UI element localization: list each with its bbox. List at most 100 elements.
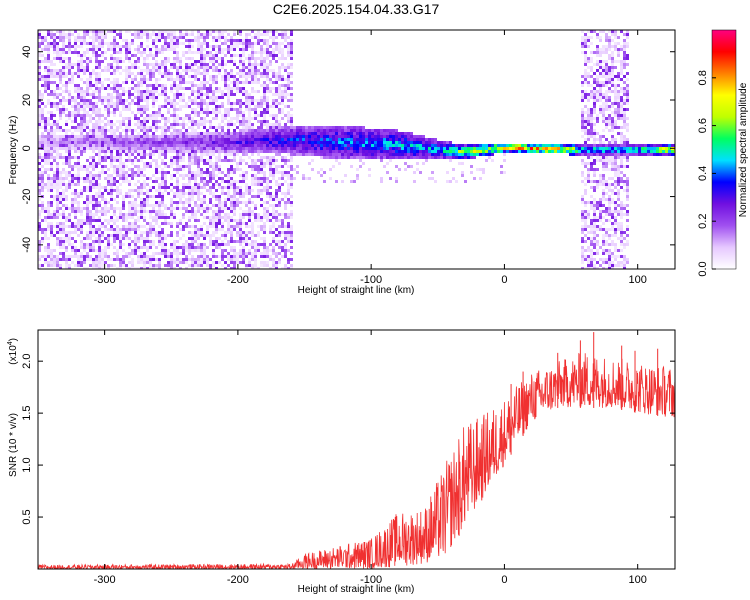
spectrogram-cell xyxy=(311,150,314,153)
spectrogram-cell xyxy=(95,126,98,129)
spectrogram-cell xyxy=(383,138,386,141)
spectrogram-cell xyxy=(176,204,179,207)
spectrogram-cell xyxy=(275,30,278,33)
spectrogram-cell xyxy=(68,243,71,246)
spectrogram-cell xyxy=(257,150,260,153)
spectrogram-cell xyxy=(62,60,65,63)
spectrogram-cell xyxy=(239,33,242,36)
spectrogram-cell xyxy=(248,33,251,36)
spectrogram-cell xyxy=(122,174,125,177)
spectrogram-cell xyxy=(290,99,293,102)
spectrogram-cell xyxy=(254,132,257,135)
spectrogram-cell xyxy=(41,210,44,213)
spectrogram-cell xyxy=(158,258,161,261)
spectrogram-cell xyxy=(263,243,266,246)
spectrogram-cell xyxy=(53,141,56,144)
spectrogram-cell xyxy=(320,129,323,132)
spectrogram-cell xyxy=(158,105,161,108)
spectrogram-cell xyxy=(95,114,98,117)
spectrogram-cell xyxy=(182,54,185,57)
spectrogram-cell xyxy=(152,120,155,123)
spectrogram-cell xyxy=(146,45,149,48)
spectrogram-cell xyxy=(92,204,95,207)
spectrogram-cell xyxy=(68,153,71,156)
spectrogram-cell xyxy=(164,162,167,165)
spectrogram-cell xyxy=(38,90,41,93)
spectrogram-cell xyxy=(200,147,203,150)
spectrogram-cell xyxy=(53,105,56,108)
spectrogram-cell xyxy=(260,141,263,144)
spectrogram-cell xyxy=(377,138,380,141)
spectrogram-cell xyxy=(44,90,47,93)
spectrogram-cell xyxy=(152,33,155,36)
spectrogram-cell xyxy=(137,30,140,33)
spectrogram-cell xyxy=(98,237,101,240)
spectrogram-cell xyxy=(290,225,293,228)
spectrogram-cell xyxy=(80,219,83,222)
spectrogram-cell xyxy=(41,180,44,183)
spectrogram-cell xyxy=(146,63,149,66)
spectrogram-cell xyxy=(44,228,47,231)
spectrogram-cell xyxy=(83,186,86,189)
spectrogram-cell xyxy=(89,120,92,123)
spectrogram-cell xyxy=(143,219,146,222)
spectrogram-cell xyxy=(152,45,155,48)
spectrogram-cell xyxy=(263,252,266,255)
spectrogram-cell xyxy=(389,159,392,162)
spectrogram-cell xyxy=(83,72,86,75)
spectrogram-cell xyxy=(260,162,263,165)
spectrogram-cell xyxy=(161,192,164,195)
spectrogram-cell xyxy=(68,150,71,153)
spectrogram-cell xyxy=(311,126,314,129)
spectrogram-cell xyxy=(248,210,251,213)
spectrogram-cell xyxy=(59,228,62,231)
spectrogram-cell xyxy=(377,147,380,150)
spectrogram-cell xyxy=(86,135,89,138)
spectrogram-cell xyxy=(188,51,191,54)
spectrogram-cell xyxy=(155,258,158,261)
spectrogram-cell xyxy=(179,93,182,96)
spectrogram-cell xyxy=(239,180,242,183)
spectrogram-cell xyxy=(203,222,206,225)
spectrogram-cell xyxy=(173,66,176,69)
spectrogram-cell xyxy=(278,231,281,234)
spectrogram-cell xyxy=(221,243,224,246)
spectrogram-cell xyxy=(197,114,200,117)
spectrogram-cell xyxy=(254,159,257,162)
spectrogram-cell xyxy=(260,132,263,135)
spectrogram-cell xyxy=(74,30,77,33)
spectrogram-cell xyxy=(68,57,71,60)
spectrogram-cell xyxy=(89,72,92,75)
spectrogram-cell xyxy=(44,138,47,141)
spectrogram-cell xyxy=(161,135,164,138)
spectrogram-cell xyxy=(215,105,218,108)
spectrogram-cell xyxy=(44,135,47,138)
spectrogram-cell xyxy=(278,66,281,69)
spectrogram-cell xyxy=(290,126,293,129)
spectrogram-cell xyxy=(170,156,173,159)
spectrogram-cell xyxy=(158,72,161,75)
spectrogram-cell xyxy=(221,180,224,183)
spectrogram-cell xyxy=(149,204,152,207)
spectrogram-cell xyxy=(92,267,95,269)
spectrogram-cell xyxy=(353,156,356,159)
spectrogram-cell xyxy=(206,168,209,171)
spectrogram-cell xyxy=(164,252,167,255)
spectrogram-cell xyxy=(101,255,104,258)
spectrogram-cell xyxy=(95,228,98,231)
spectrogram-cell xyxy=(125,255,128,258)
spectrogram-cell xyxy=(143,75,146,78)
spectrogram-cell xyxy=(350,180,353,183)
spectrogram-cell xyxy=(56,102,59,105)
spectrogram-cell xyxy=(149,261,152,264)
spectrogram-cell xyxy=(257,141,260,144)
spectrogram-cell xyxy=(62,36,65,39)
spectrogram-cell xyxy=(371,147,374,150)
spectrogram-cell xyxy=(227,180,230,183)
spectrogram-cell xyxy=(236,198,239,201)
spectrogram-cell xyxy=(263,66,266,69)
spectrogram-cell xyxy=(194,210,197,213)
spectrogram-cell xyxy=(128,72,131,75)
spectrogram-cell xyxy=(191,189,194,192)
spectrogram-cell xyxy=(254,78,257,81)
